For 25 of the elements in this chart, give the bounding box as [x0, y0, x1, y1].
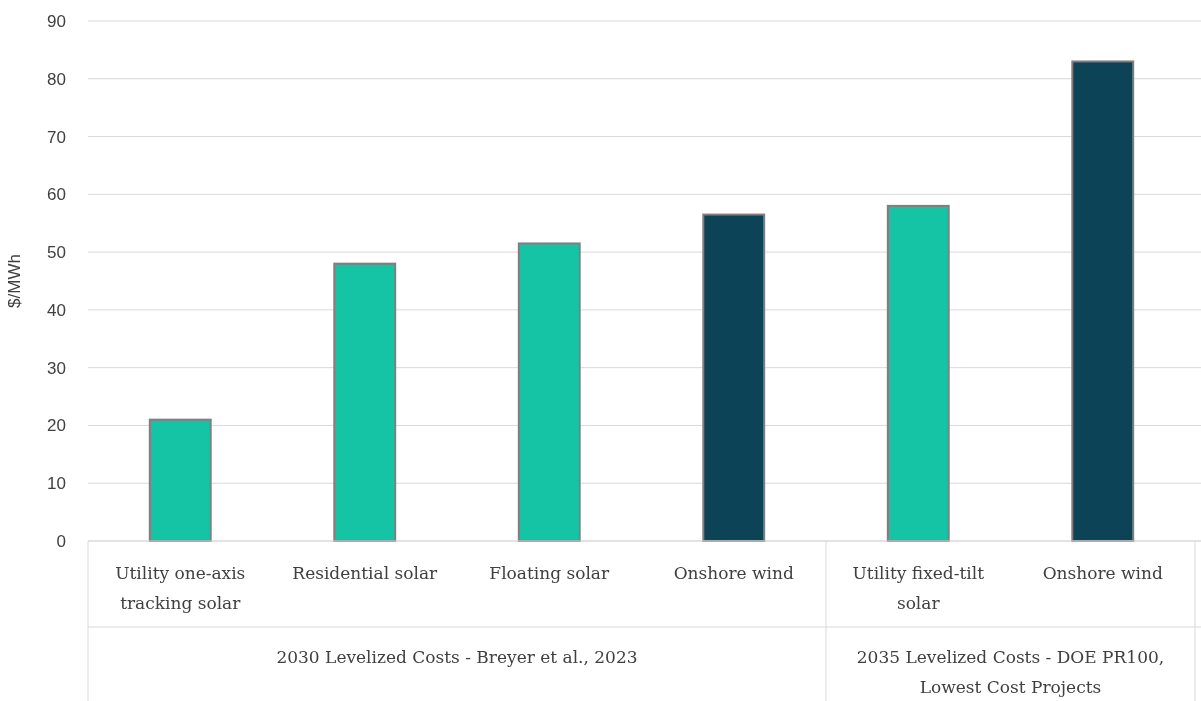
x-tick-label: Onshore wind: [673, 563, 794, 583]
text: 2035 Levelized Costs - DOE PR100, Lowest Cost Projects: [856, 647, 1165, 697]
y-tick-label: 40: [47, 300, 66, 320]
y-tick-label: 0: [56, 531, 66, 551]
x-tick-label: Residential solar: [292, 563, 439, 583]
x-tick-label: Utility fixed-tilt solar: [852, 563, 985, 613]
bar: [517, 242, 581, 542]
bar: [148, 418, 212, 542]
y-tick-label: 30: [47, 358, 66, 378]
y-tick-label: 60: [47, 185, 66, 205]
x-tick-label: Onshore wind: [1042, 563, 1163, 583]
bar: [1071, 60, 1135, 542]
y-tick-label: 90: [47, 11, 66, 31]
x-tick-label: Utility one-axis tracking solar: [115, 563, 246, 613]
x-tick-label: Floating solar: [489, 563, 610, 583]
text: 2030 Levelized Costs - Breyer et al., 2023: [276, 647, 638, 667]
bar: [333, 262, 397, 542]
y-tick-label: 10: [47, 474, 66, 494]
bar: [886, 204, 950, 542]
y-tick-label: 80: [47, 69, 66, 89]
y-tick-label: 50: [47, 243, 66, 263]
y-axis-title: $/MWh: [5, 254, 24, 308]
y-tick-label: 70: [47, 127, 66, 147]
y-tick-label: 20: [47, 416, 66, 436]
bar: [702, 213, 766, 542]
